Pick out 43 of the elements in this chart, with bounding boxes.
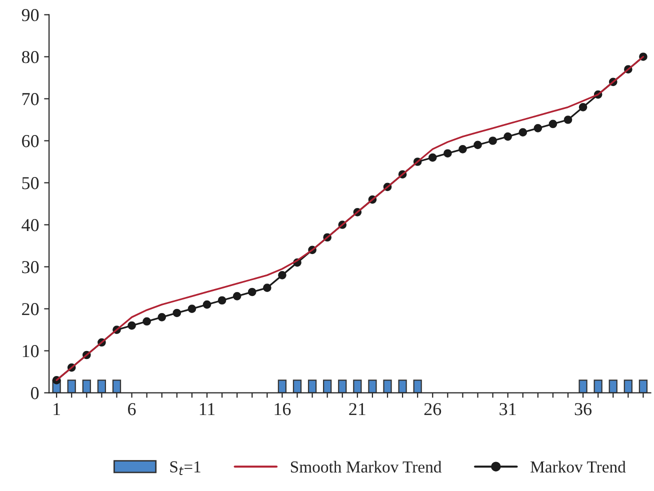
point <box>578 102 588 112</box>
point <box>218 296 226 305</box>
point <box>474 140 482 150</box>
x-tick-label: 11 <box>200 403 215 416</box>
point <box>534 124 542 132</box>
point <box>158 313 166 322</box>
y-tick-label: 0 <box>30 387 39 400</box>
x-tick-label: 16 <box>274 403 291 416</box>
legend-label: Smooth Markov Trend <box>290 460 442 473</box>
x-tick-label: 1 <box>54 403 60 416</box>
point <box>128 321 136 330</box>
point <box>248 288 256 296</box>
y-tick-label: 90 <box>22 8 39 22</box>
legend-label: S$_{t}$=1 <box>170 461 200 476</box>
x-tick-label: 31 <box>500 403 516 416</box>
point <box>172 308 182 318</box>
y-tick-label: 50 <box>22 177 39 190</box>
point <box>548 120 558 128</box>
y-tick-label: 10 <box>22 345 39 358</box>
point <box>564 116 572 124</box>
point <box>443 149 452 158</box>
point <box>504 132 512 141</box>
x-tick-label: 21 <box>349 403 366 416</box>
y-tick-label: 30 <box>22 261 39 274</box>
y-tick-label: 40 <box>22 219 39 232</box>
y-tick-label: 70 <box>22 93 39 106</box>
point <box>428 153 437 162</box>
point <box>518 128 528 137</box>
legend-label: Markov Trend <box>530 460 626 473</box>
point <box>188 304 196 313</box>
y-tick-label: 80 <box>22 50 39 64</box>
x-tick-label: 6 <box>128 403 136 416</box>
point <box>488 136 497 145</box>
y-tick-label: 20 <box>22 303 39 316</box>
point <box>458 144 467 154</box>
point <box>202 300 212 309</box>
x-tick-label: 36 <box>574 403 592 416</box>
y-tick-label: 60 <box>22 135 39 148</box>
point <box>278 271 286 280</box>
x-tick-label: 26 <box>424 403 442 416</box>
point <box>142 317 151 326</box>
point <box>262 284 272 292</box>
point <box>232 292 242 300</box>
